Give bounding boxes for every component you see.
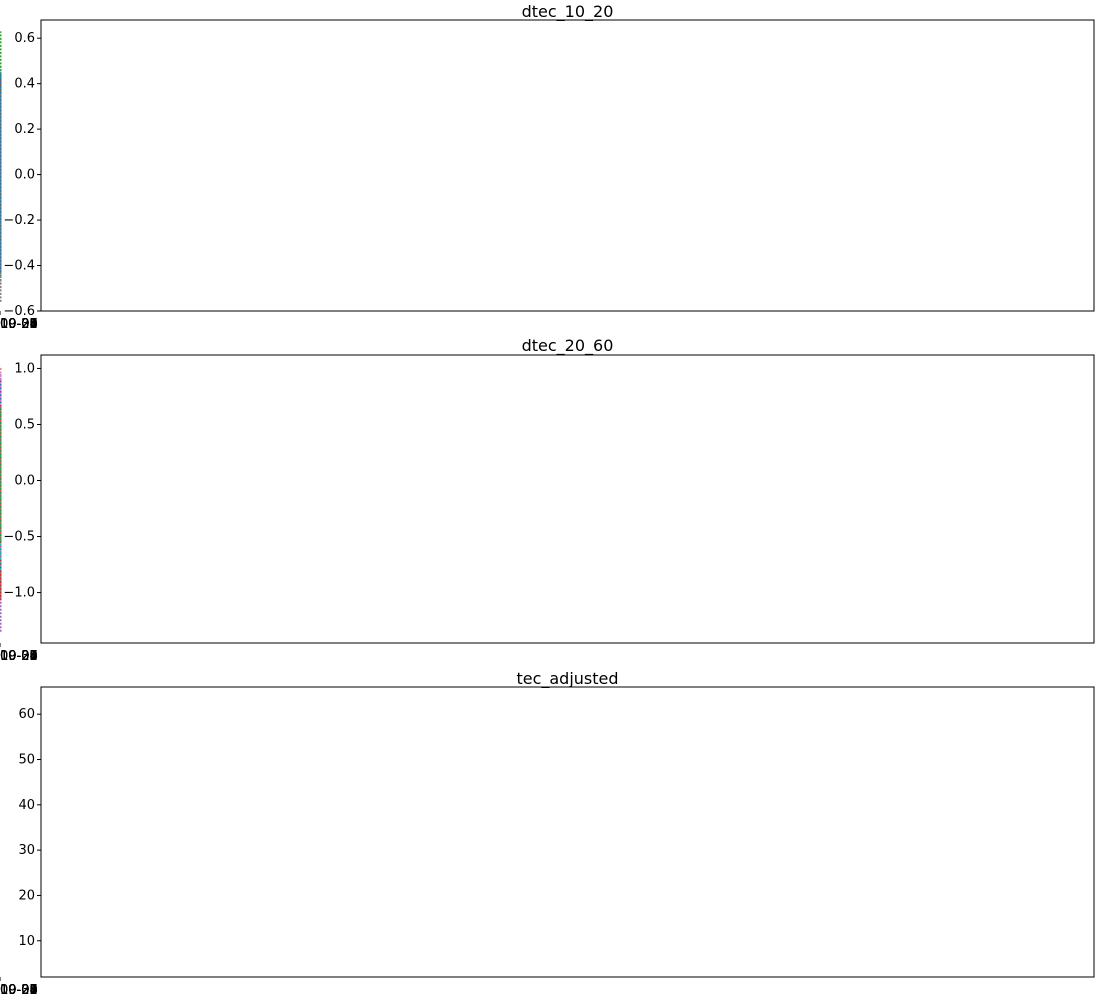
x-tick-label: 2013-10-02 (0, 983, 38, 998)
x-tick-label: 2013-10-02 (0, 649, 38, 664)
x-tick-label: 2013-10-01 (0, 983, 38, 998)
y-tick-label: −0.6 (3, 304, 35, 319)
x-tick-label: 2013-10-03 (0, 983, 38, 998)
x-tick-label: 2013-10-07 (0, 317, 38, 332)
x-tick-label: 2013-10-03 (0, 317, 38, 332)
x-tick-label: 2013-09-30 (0, 317, 38, 332)
chart-panel-dtec-20-60: −1.0 −0.5 0.0 0.5 1.0 2013-09-282013-09-29201… (0, 336, 1095, 664)
x-tick-label: 2013-09-30 (0, 983, 38, 998)
x-tick-label: 2013-09-29 (0, 317, 38, 332)
axes-frame (40, 686, 1095, 978)
x-tick-label: 2013-10-06 (0, 317, 38, 332)
y-tick-label: 1.0 (14, 361, 35, 376)
x-tick-label: 2013-09-30 (0, 649, 38, 664)
axes: −1.0 −0.5 0.0 0.5 1.0 2013-09-282013-09-29201… (0, 354, 1095, 664)
y-tick-label: 20 (18, 888, 35, 903)
y-tick-label: 0.0 (14, 168, 35, 183)
x-tick-label: 2013-10-04 (0, 983, 38, 998)
y-tick-label: 0.6 (14, 31, 35, 46)
x-tick-label: 2013-10-03 (0, 649, 38, 664)
x-tick-label: 2013-10-07 (0, 649, 38, 664)
x-tick-label: 2013-10-01 (0, 649, 38, 664)
chart-title: tec_adjusted (516, 669, 618, 689)
axes: 10 20 30 40 50 60 2013-09-282013-09-292013-09-… (0, 686, 1095, 998)
chart-panel-tec-adjusted: 10 20 30 40 50 60 2013-09-282013-09-292013-09-… (0, 669, 1095, 998)
x-tick-label: 2013-10-05 (0, 649, 38, 664)
y-tick-label: −1.0 (3, 586, 35, 601)
y-tick-label: 30 (18, 843, 35, 858)
x-tick-label: 2013-10-06 (0, 983, 38, 998)
axes-frame (40, 19, 1095, 312)
y-tick-label: 10 (18, 934, 35, 949)
y-tick-label: −0.2 (3, 213, 35, 228)
y-tick-label: −0.5 (3, 530, 35, 545)
y-tick-label: 0.5 (14, 417, 35, 432)
x-tick-label: 2013-10-05 (0, 983, 38, 998)
y-tick-label: 0.0 (14, 474, 35, 489)
x-tick-label: 2013-10-01 (0, 317, 38, 332)
x-tick-label: 2013-09-29 (0, 983, 38, 998)
x-tick-label: 2013-09-28 (0, 983, 38, 998)
x-tick-label: 2013-10-04 (0, 317, 38, 332)
x-tick-label: 2013-09-28 (0, 649, 38, 664)
chart-title: dtec_20_60 (522, 336, 614, 356)
x-tick-label: 2013-09-29 (0, 649, 38, 664)
x-tick-label: 2013-10-05 (0, 317, 38, 332)
y-tick-label: 60 (18, 707, 35, 722)
y-tick-label: −0.4 (3, 259, 35, 274)
x-tick-label: 2013-09-28 (0, 317, 38, 332)
y-tick-label: 0.4 (14, 77, 35, 92)
axes-frame (40, 354, 1095, 644)
axes: −0.6 −0.4 −0.2 0.0 0.2 0.4 0.6 2013-09-282013-0… (0, 19, 1095, 332)
y-tick-label: 0.2 (14, 122, 35, 137)
chart-panel-dtec-10-20: −0.6 −0.4 −0.2 0.0 0.2 0.4 0.6 2013-09-282013-0… (0, 2, 1095, 332)
chart-title: dtec_10_20 (522, 2, 614, 22)
x-tick-label: 2013-10-02 (0, 317, 38, 332)
x-tick-label: 2013-10-06 (0, 649, 38, 664)
y-tick-label: 40 (18, 798, 35, 813)
y-tick-label: 50 (18, 753, 35, 768)
x-tick-label: 2013-10-04 (0, 649, 38, 664)
x-tick-label: 2013-10-07 (0, 983, 38, 998)
